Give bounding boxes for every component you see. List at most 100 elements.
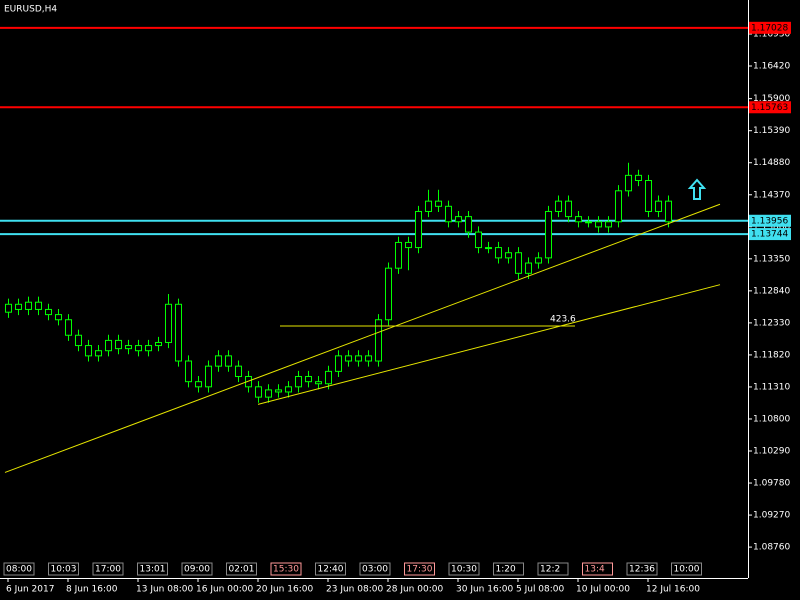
y-tick-label: 1.13860 [753,222,790,232]
x-tick-label: 20 Jun 16:00 [256,585,313,595]
candle-body [175,303,182,362]
buy-arrow-icon [687,178,707,200]
time-mark: 02:01 [229,565,255,575]
candle-body [595,221,602,228]
time-mark: 03:00 [362,565,388,575]
time-mark-box [404,562,435,576]
candle-body [185,360,192,383]
candle-body [455,216,462,223]
candle-body [415,210,422,249]
candle-body [255,386,262,398]
candle-body [115,339,122,350]
candle-body [445,205,452,223]
y-tick-label: 1.12840 [753,286,790,296]
candle-body [265,389,272,398]
candle-body [555,200,562,212]
candle-body [135,345,142,352]
x-tick-label: 16 Jun 00:00 [196,585,253,595]
time-mark-box [626,562,658,576]
candle-body [195,381,202,388]
time-mark-box [226,562,257,576]
candle-body [625,174,632,192]
time-mark: 12:2 [540,565,560,575]
candle-body [495,247,502,259]
time-mark: 15:30 [273,565,299,575]
y-tick-label: 1.14880 [753,158,790,168]
candle-body [575,216,582,223]
time-mark: 1:20 [496,565,516,575]
x-tick-label: 28 Jun 00:00 [386,585,443,595]
candle-body [215,355,222,367]
price-level-tag [749,21,791,34]
candle-body [485,247,492,250]
trendline [257,284,721,405]
time-mark-box [48,562,79,576]
y-tick-label: 1.09780 [753,479,790,489]
y-tick-label: 1.16930 [753,29,790,39]
candle-body [75,334,82,347]
candle-body [35,301,42,310]
time-mark-box [92,562,124,576]
x-tick-label: 23 Jun 08:00 [326,585,383,595]
candle-body [285,386,292,393]
price-level-tag [749,214,791,227]
time-mark: 10:30 [451,565,477,575]
candle-body [25,301,32,310]
candle-body [365,355,372,362]
time-mark: 08:00 [6,565,32,575]
candle-body [15,303,22,310]
price-level-label: 1.17028 [751,23,788,33]
time-mark: 10:03 [51,565,77,575]
candle-body [95,350,102,357]
y-tick-label: 1.13350 [753,254,790,264]
candle-body [105,339,112,352]
y-tick-label: 1.15390 [753,126,790,136]
candle-body [275,389,282,393]
price-level-tag [749,228,791,241]
x-tick-label: 10 Jul 00:00 [576,585,630,595]
candle-body [645,180,652,212]
candle-body [5,303,12,313]
y-tick-label: 1.10800 [753,414,790,424]
time-mark-box [671,562,702,576]
x-tick-label: 6 Jun 2017 [6,585,54,595]
time-mark: 10:00 [674,565,700,575]
time-mark-box [137,562,168,576]
y-tick-label: 1.16420 [753,62,790,72]
y-tick-label: 1.10290 [753,447,790,457]
candle-body [305,376,312,383]
candle-body [55,314,62,321]
time-mark: 13:01 [140,565,166,575]
x-tick-label: 13 Jun 08:00 [136,585,193,595]
y-tick-label: 1.11310 [753,382,790,392]
candle-body [585,221,592,224]
time-mark-box [582,562,613,576]
y-tick-label: 1.08760 [753,543,790,553]
candle-body [425,200,432,212]
candle-body [165,303,172,343]
candle-body [405,241,412,249]
candle-body [655,200,662,212]
price-level-label: 1.13744 [751,230,788,240]
candle-body [325,370,332,385]
candle-body [525,262,532,274]
candle-body [375,319,382,362]
time-mark: 09:00 [184,565,210,575]
candle-body [45,308,52,316]
candle-body [535,257,542,264]
x-tick-label: 30 Jun 16:00 [456,585,513,595]
candle-body [635,174,642,182]
candle-body [665,200,672,223]
y-tick-label: 1.09270 [753,511,790,521]
candle-body [65,319,72,336]
price-level-label: 1.13956 [751,216,788,226]
candle-body [565,200,572,218]
candle-body [355,355,362,362]
candle-body [145,345,152,352]
trendline [4,203,721,473]
time-mark-box [315,562,346,576]
time-mark-box [537,562,569,576]
price-level-label: 1.15763 [751,103,788,113]
time-mark-box [3,562,35,576]
y-tick-label: 1.12330 [753,318,790,328]
